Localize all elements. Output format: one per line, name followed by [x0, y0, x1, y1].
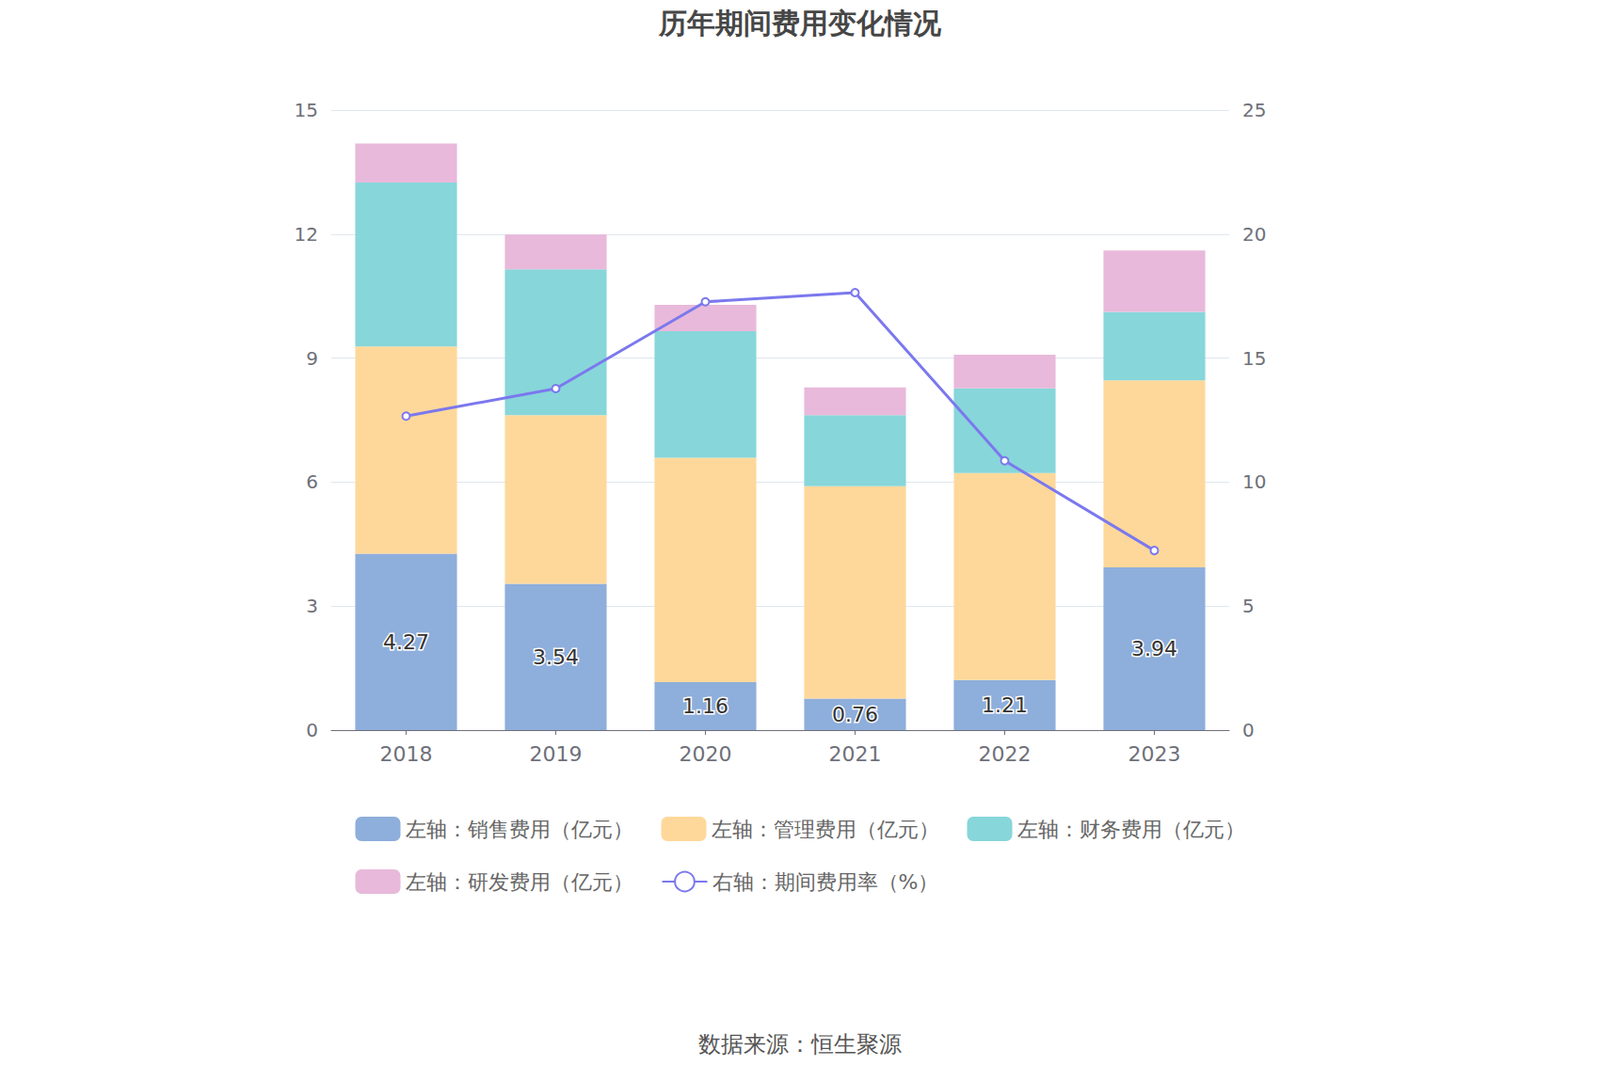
svg-text:2020: 2020: [679, 742, 733, 767]
svg-text:左轴：管理费用（亿元）: 左轴：管理费用（亿元）: [711, 817, 940, 842]
svg-text:左轴：财务费用（亿元）: 左轴：财务费用（亿元）: [1017, 817, 1246, 842]
svg-text:1.21: 1.21: [981, 693, 1028, 718]
svg-text:左轴：研发费用（亿元）: 左轴：研发费用（亿元）: [405, 870, 634, 895]
svg-text:10: 10: [1242, 470, 1266, 494]
svg-text:15: 15: [294, 98, 319, 122]
svg-text:3: 3: [305, 594, 319, 618]
svg-text:2021: 2021: [829, 742, 882, 767]
svg-text:20: 20: [1242, 223, 1266, 246]
svg-text:0: 0: [305, 719, 319, 742]
svg-text:2023: 2023: [1128, 742, 1182, 767]
svg-text:0: 0: [1242, 719, 1255, 742]
svg-text:15: 15: [1242, 347, 1266, 370]
svg-text:数据来源：恒生聚源: 数据来源：恒生聚源: [698, 1031, 902, 1058]
svg-text:3.94: 3.94: [1131, 637, 1178, 661]
svg-text:5: 5: [1242, 594, 1255, 618]
svg-text:2019: 2019: [529, 742, 583, 767]
svg-text:0.76: 0.76: [832, 703, 879, 727]
svg-text:右轴：期间费用率（%）: 右轴：期间费用率（%）: [712, 870, 940, 895]
svg-text:历年期间费用变化情况: 历年期间费用变化情况: [657, 6, 943, 40]
svg-text:12: 12: [294, 223, 319, 246]
svg-text:6: 6: [305, 470, 319, 494]
svg-text:4.27: 4.27: [383, 630, 430, 655]
svg-text:左轴：销售费用（亿元）: 左轴：销售费用（亿元）: [405, 817, 634, 842]
svg-text:25: 25: [1242, 98, 1266, 122]
svg-text:2022: 2022: [978, 742, 1032, 767]
svg-text:1.16: 1.16: [682, 694, 729, 719]
svg-text:3.54: 3.54: [532, 645, 579, 670]
svg-text:9: 9: [305, 347, 319, 370]
svg-text:2018: 2018: [380, 742, 433, 767]
